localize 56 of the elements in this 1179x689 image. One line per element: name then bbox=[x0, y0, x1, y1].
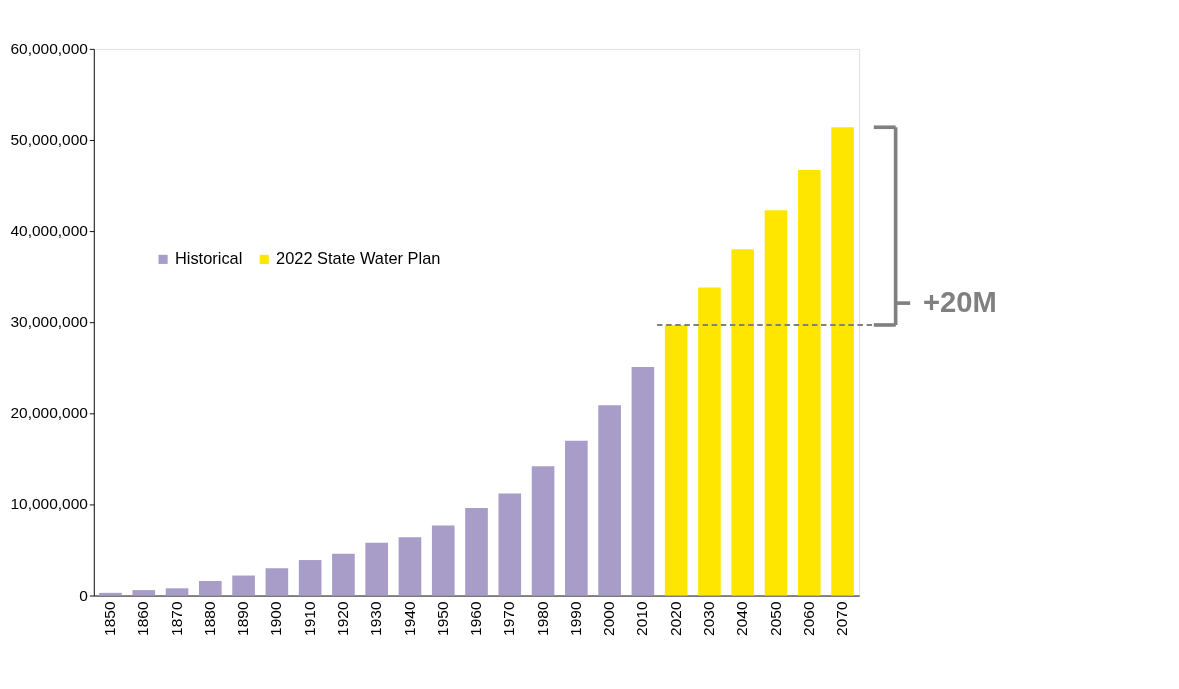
x-tick-label: 1940 bbox=[400, 601, 418, 636]
bar bbox=[664, 324, 688, 596]
bar bbox=[332, 553, 355, 596]
y-tick-label: 50,000,000 bbox=[10, 131, 88, 149]
bar bbox=[99, 592, 122, 596]
x-tick-label: 1860 bbox=[134, 601, 152, 636]
bar bbox=[265, 568, 289, 596]
x-tick-label: 1870 bbox=[167, 601, 185, 636]
bar bbox=[132, 590, 156, 596]
bar bbox=[398, 537, 422, 596]
x-tick-label: 1890 bbox=[234, 601, 252, 636]
bar bbox=[465, 508, 488, 596]
bar bbox=[165, 588, 189, 596]
x-tick-label: 1880 bbox=[200, 601, 218, 636]
legend-label: Historical bbox=[174, 248, 243, 267]
x-tick-label: 1920 bbox=[333, 601, 351, 636]
bar bbox=[565, 440, 588, 596]
y-tick-label: 0 bbox=[79, 586, 88, 604]
x-tick-label: 1960 bbox=[467, 601, 485, 636]
ref-line-label: +20M bbox=[922, 286, 997, 319]
x-tick-label: 2060 bbox=[799, 601, 817, 636]
bar bbox=[431, 525, 455, 596]
bar bbox=[731, 249, 755, 596]
bar bbox=[631, 366, 655, 596]
y-tick-label: 20,000,000 bbox=[10, 404, 88, 422]
x-tick-label: 2000 bbox=[600, 601, 618, 636]
bar bbox=[365, 542, 389, 596]
y-tick-label: 40,000,000 bbox=[10, 222, 88, 240]
bar bbox=[598, 405, 621, 596]
bar bbox=[764, 210, 788, 596]
x-tick-label: 1850 bbox=[101, 601, 119, 636]
x-tick-label: 1980 bbox=[533, 601, 551, 636]
bar bbox=[498, 493, 522, 596]
bar bbox=[831, 127, 854, 596]
x-tick-label: 2020 bbox=[666, 601, 684, 636]
x-tick-label: 1950 bbox=[433, 601, 451, 636]
bar bbox=[232, 575, 255, 596]
y-tick-label: 60,000,000 bbox=[10, 39, 88, 57]
bar bbox=[298, 560, 322, 596]
legend-label: 2022 State Water Plan bbox=[276, 248, 441, 267]
x-tick-label: 2050 bbox=[766, 601, 784, 636]
x-tick-label: 1970 bbox=[500, 601, 518, 636]
x-tick-label: 1990 bbox=[566, 601, 584, 636]
x-tick-label: 1930 bbox=[367, 601, 385, 636]
x-tick-label: 2030 bbox=[700, 601, 718, 636]
y-tick-label: 30,000,000 bbox=[10, 313, 88, 331]
x-tick-label: 1900 bbox=[267, 601, 285, 636]
bar bbox=[698, 287, 721, 596]
bar bbox=[199, 581, 222, 596]
bar bbox=[531, 466, 555, 596]
x-tick-label: 2010 bbox=[633, 601, 651, 636]
x-tick-label: 2070 bbox=[833, 601, 851, 636]
y-tick-label: 10,000,000 bbox=[10, 495, 88, 513]
x-tick-label: 1910 bbox=[300, 601, 318, 636]
bar bbox=[797, 170, 821, 596]
x-tick-label: 2040 bbox=[733, 601, 751, 636]
